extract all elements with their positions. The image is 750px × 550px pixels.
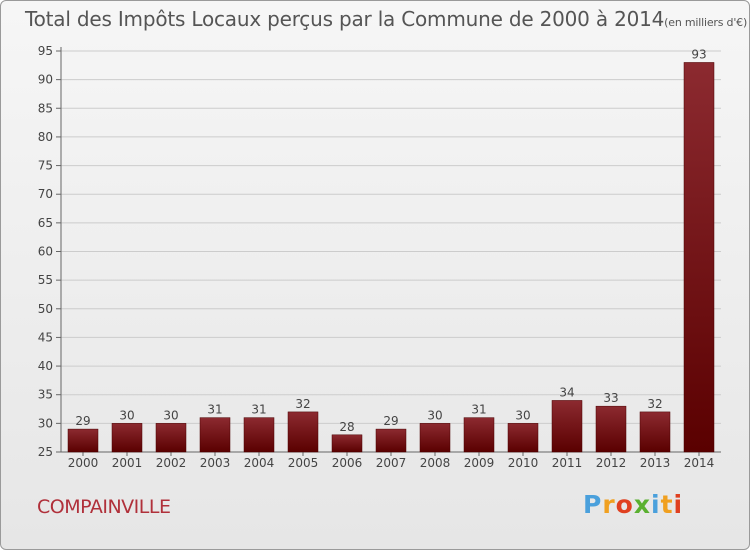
y-tick-label: 25: [38, 445, 53, 459]
y-tick-label: 75: [38, 159, 53, 173]
bar-2003: [199, 417, 231, 453]
logo-letter: x: [633, 490, 651, 519]
value-label-2014: 93: [691, 47, 706, 61]
value-label-2004: 31: [251, 403, 266, 417]
x-tick-label-2009: 2009: [464, 456, 495, 470]
proxiti-logo[interactable]: Proxiti: [583, 490, 683, 519]
bar-2007: [375, 428, 407, 453]
value-label-2007: 29: [383, 414, 398, 428]
bar-2009: [463, 417, 495, 453]
value-label-2005: 32: [295, 397, 310, 411]
value-label-2011: 34: [559, 385, 574, 399]
chart-unit: (en milliers d'€): [664, 16, 748, 29]
value-label-2001: 30: [119, 408, 134, 422]
y-tick-label: 70: [38, 187, 53, 201]
bar-2002: [155, 423, 187, 453]
x-tick-label-2006: 2006: [332, 456, 363, 470]
x-tick-label-2008: 2008: [420, 456, 451, 470]
x-tick-label-2010: 2010: [508, 456, 539, 470]
x-tick-label-2002: 2002: [156, 456, 187, 470]
value-label-2012: 33: [603, 391, 618, 405]
x-tick-label-2007: 2007: [376, 456, 407, 470]
x-tick-label-2011: 2011: [552, 456, 583, 470]
bar-2004: [243, 417, 275, 453]
x-tick-label-2000: 2000: [68, 456, 99, 470]
x-tick-label-2014: 2014: [684, 456, 715, 470]
value-label-2008: 30: [427, 408, 442, 422]
chart-title-text: Total des Impôts Locaux perçus par la Co…: [25, 7, 665, 31]
bar-2014: [683, 62, 715, 453]
x-tick-label-2013: 2013: [640, 456, 671, 470]
y-tick-label: 85: [38, 101, 53, 115]
value-label-2002: 30: [163, 408, 178, 422]
x-tick-label-2012: 2012: [596, 456, 627, 470]
labels: 25 30 35 40 45 50 55 60 65 70 75 80 85 90 95 29 2000 30 20…: [38, 44, 715, 470]
chart-title: Total des Impôts Locaux perçus par la Co…: [25, 7, 747, 31]
bar-2006: [331, 434, 363, 453]
bar-2000: [67, 428, 99, 453]
bars: [67, 62, 715, 453]
y-tick-label: 80: [38, 130, 53, 144]
x-tick-label-2001: 2001: [112, 456, 143, 470]
y-tick-label: 60: [38, 245, 53, 259]
bar-2013: [639, 411, 671, 453]
commune-name: COMPAINVILLE: [37, 496, 171, 518]
x-tick-label-2004: 2004: [244, 456, 275, 470]
value-label-2006: 28: [339, 420, 354, 434]
y-tick-label: 35: [38, 388, 53, 402]
y-tick-label: 40: [38, 359, 53, 373]
x-tick-label-2005: 2005: [288, 456, 319, 470]
logo-letter: o: [615, 490, 634, 519]
grid-lines: [61, 50, 721, 424]
x-tick-label-2003: 2003: [200, 456, 231, 470]
y-tick-label: 65: [38, 216, 53, 230]
bar-2012: [595, 405, 627, 453]
logo-letter: P: [583, 490, 603, 519]
value-label-2003: 31: [207, 403, 222, 417]
value-label-2013: 32: [647, 397, 662, 411]
y-tick-label: 95: [38, 44, 53, 58]
bar-2010: [507, 423, 539, 453]
y-tick-label: 50: [38, 302, 53, 316]
y-tick-label: 90: [38, 73, 53, 87]
logo-letter: i: [651, 490, 661, 519]
bar-2001: [111, 423, 143, 453]
y-tick-label: 55: [38, 273, 53, 287]
bar-2011: [551, 400, 583, 453]
value-label-2009: 31: [471, 403, 486, 417]
bar-2005: [287, 411, 319, 453]
y-tick-label: 30: [38, 416, 53, 430]
logo-letter: t: [660, 490, 674, 519]
value-label-2000: 29: [75, 414, 90, 428]
logo-letter: i: [673, 490, 684, 519]
value-label-2010: 30: [515, 408, 530, 422]
y-tick-label: 45: [38, 330, 53, 344]
logo-letter: r: [602, 490, 616, 519]
bar-2008: [419, 423, 451, 453]
